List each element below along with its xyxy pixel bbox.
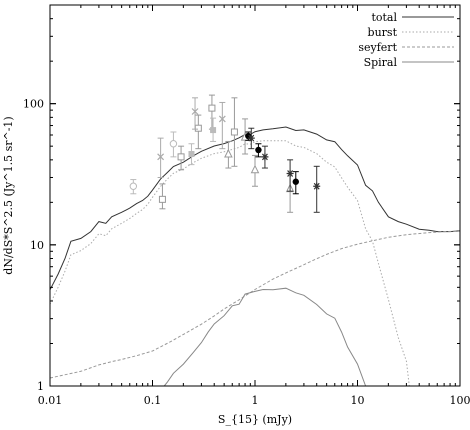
legend-label-total: total [371,11,397,24]
x-tick-label: 1 [252,394,259,407]
marker-square-open [158,195,166,203]
marker-square-filled [188,151,195,158]
data-point-square-open [177,145,185,171]
data-point-asterisk [261,145,269,169]
marker-asterisk [313,182,321,190]
data-point-triangle-open [224,140,233,169]
tick-labels-layer: 0.01 0.1 1 10 100 1 10 100 [23,98,470,407]
marker-asterisk [286,170,294,178]
marker-circle-open [169,140,178,148]
y-tick-label: 1 [37,380,44,393]
y-tick-label: 10 [30,239,44,252]
data-point-asterisk [247,127,255,150]
data-point-circle-open [169,131,178,158]
data-point-x [218,101,226,150]
ticks-layer [49,4,461,387]
series-line-spiral [163,287,367,387]
marker-circle-open [129,182,138,190]
marker-triangle-open [250,164,260,174]
legend-label-spiral: Spiral [364,56,398,69]
series-line-total [49,126,461,291]
marker-circle-filled [255,146,262,154]
data-point-circle-filled [292,171,299,195]
marker-square-filled [210,127,217,134]
data-point-square-open [194,114,202,150]
marker-circle-filled [292,178,299,185]
y-axis-title: dN/dS*S^2.5 (Jy^1.5 sr^-1) [2,116,15,274]
marker-square-open [177,153,185,161]
data-point-asterisk [286,159,294,192]
marker-asterisk [261,153,269,161]
data-point-square-filled [210,117,217,142]
data-point-square-filled [188,143,195,166]
x-axis-title: S_{15} (mJy) [218,413,292,426]
marker-square-open [194,124,202,132]
data-point-square-open [230,97,238,167]
marker-x [157,153,165,161]
plot-frame [49,4,461,387]
data-point-circle-open [129,179,138,195]
data-point-square-open [158,183,166,210]
x-tick-label: 100 [450,394,470,407]
data-point-x [157,137,165,178]
marker-x [218,115,226,123]
y-tick-label: 100 [23,98,44,111]
data-point-x [191,97,199,130]
marker-square-open [230,128,238,136]
x-tick-label: 10 [351,394,365,407]
data-point-square-open [208,94,216,130]
series-line-burst [49,140,410,387]
data-point-circle-filled [255,143,262,158]
marker-x [191,108,199,115]
observations-layer [129,94,321,213]
marker-triangle-open [224,148,233,158]
x-tick-label: 0.01 [38,394,63,407]
legend: total burst seyfert Spiral [358,11,454,69]
marker-square-open [208,104,216,112]
data-point-triangle-open [250,154,260,187]
data-point-asterisk [313,165,321,213]
legend-label-seyfert: seyfert [358,41,397,54]
x-tick-label: 0.1 [144,394,162,407]
legend-label-burst: burst [368,26,398,39]
series-line-seyfert [49,230,461,379]
marker-asterisk [247,134,255,142]
